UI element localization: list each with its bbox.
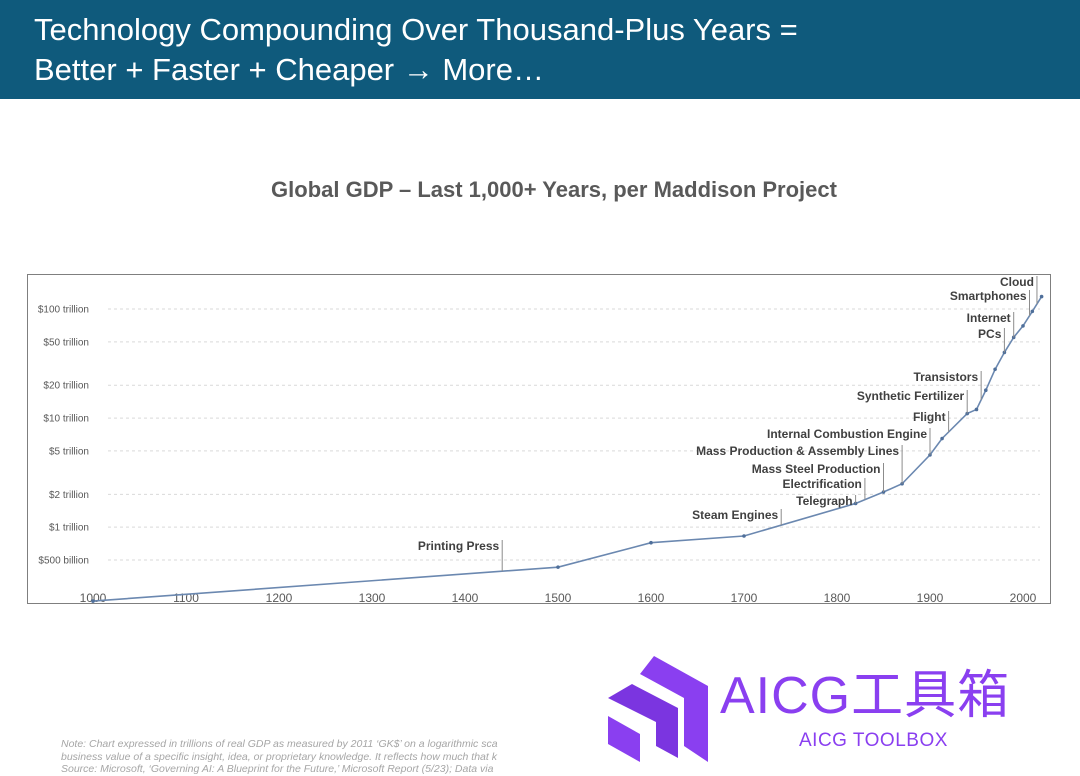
gdp-line-chart: $500 billion $1 trillion $2 trillion $5 tri… bbox=[38, 275, 1044, 605]
x-tick-label: 1500 bbox=[545, 591, 572, 605]
footnote: Note: Chart expressed in trillions of re… bbox=[61, 738, 566, 776]
data-point bbox=[853, 501, 858, 506]
data-point bbox=[742, 534, 746, 538]
annotation-label: Telegraph bbox=[796, 494, 852, 508]
y-tick-label: $50 trillion bbox=[43, 337, 89, 348]
x-tick-label: 2000 bbox=[1010, 591, 1037, 605]
x-tick-label: 1000 bbox=[80, 591, 107, 605]
annotation-label: Mass Steel Production bbox=[752, 462, 881, 476]
data-point bbox=[556, 565, 560, 569]
data-point bbox=[1030, 309, 1035, 314]
aicg-logo-icon bbox=[608, 656, 708, 762]
annotation-label: Mass Production & Assembly Lines bbox=[696, 444, 899, 458]
slide-header: Technology Compounding Over Thousand-Plu… bbox=[0, 0, 1080, 99]
chart-frame: $500 billion $1 trillion $2 trillion $5 tri… bbox=[27, 274, 1051, 605]
footnote-line-2: business value of a specific insight, id… bbox=[61, 750, 497, 763]
x-tick-label: 1900 bbox=[917, 591, 944, 605]
chart-title: Global GDP – Last 1,000+ Years, per Madd… bbox=[271, 177, 837, 202]
annotation-label: Internal Combustion Engine bbox=[767, 427, 927, 441]
data-point bbox=[993, 367, 997, 372]
y-tick-label: $1 trillion bbox=[49, 523, 89, 534]
slide-title-line-1: Technology Compounding Over Thousand-Plu… bbox=[34, 12, 798, 47]
annotation-label: Internet bbox=[967, 311, 1011, 325]
data-point bbox=[984, 388, 988, 393]
y-tick-label: $500 billion bbox=[38, 556, 89, 567]
aicg-watermark-logo: AICG工具箱 AICG TOOLBOX bbox=[600, 650, 1060, 770]
annotation-label: PCs bbox=[978, 327, 1002, 341]
annotation-label: Cloud bbox=[1000, 275, 1034, 289]
y-tick-label: $100 trillion bbox=[38, 305, 89, 316]
y-tick-label: $2 trillion bbox=[49, 490, 89, 501]
y-tick-label: $10 trillion bbox=[43, 414, 89, 425]
x-tick-label: 1600 bbox=[638, 591, 665, 605]
logo-subtitle: AICG TOOLBOX bbox=[799, 730, 948, 751]
annotation-label: Steam Engines bbox=[692, 508, 778, 522]
data-point bbox=[649, 540, 653, 545]
x-tick-label: 1300 bbox=[359, 591, 386, 605]
y-tick-label: $5 trillion bbox=[49, 446, 89, 457]
slide-title-line-2: Better + Faster + Cheaper → More… bbox=[34, 52, 544, 87]
y-tick-label: $20 trillion bbox=[43, 381, 89, 392]
gdp-series-line bbox=[92, 296, 1043, 602]
footnote-line-3: Source: Microsoft, ‘Governing AI: A Blue… bbox=[61, 763, 494, 776]
annotation-label: Smartphones bbox=[950, 289, 1027, 303]
x-tick-label: 1200 bbox=[266, 591, 293, 605]
annotation-label: Printing Press bbox=[418, 539, 500, 553]
annotation-label: Flight bbox=[913, 410, 946, 424]
annotation-label: Transistors bbox=[913, 370, 978, 384]
data-point bbox=[1021, 324, 1025, 328]
annotation-label: Electrification bbox=[783, 477, 862, 491]
data-point bbox=[940, 436, 944, 441]
data-point bbox=[1039, 294, 1044, 299]
x-tick-label: 1800 bbox=[824, 591, 851, 605]
data-point bbox=[91, 599, 95, 603]
logo-title: AICG工具箱 bbox=[720, 667, 1011, 725]
annotation-label: Synthetic Fertilizer bbox=[857, 389, 965, 403]
x-tick-label: 1400 bbox=[452, 591, 479, 605]
footnote-line-1: Note: Chart expressed in trillions of re… bbox=[61, 738, 498, 750]
data-point bbox=[974, 407, 979, 412]
data-point bbox=[1011, 335, 1016, 340]
x-tick-label: 1700 bbox=[731, 591, 758, 605]
